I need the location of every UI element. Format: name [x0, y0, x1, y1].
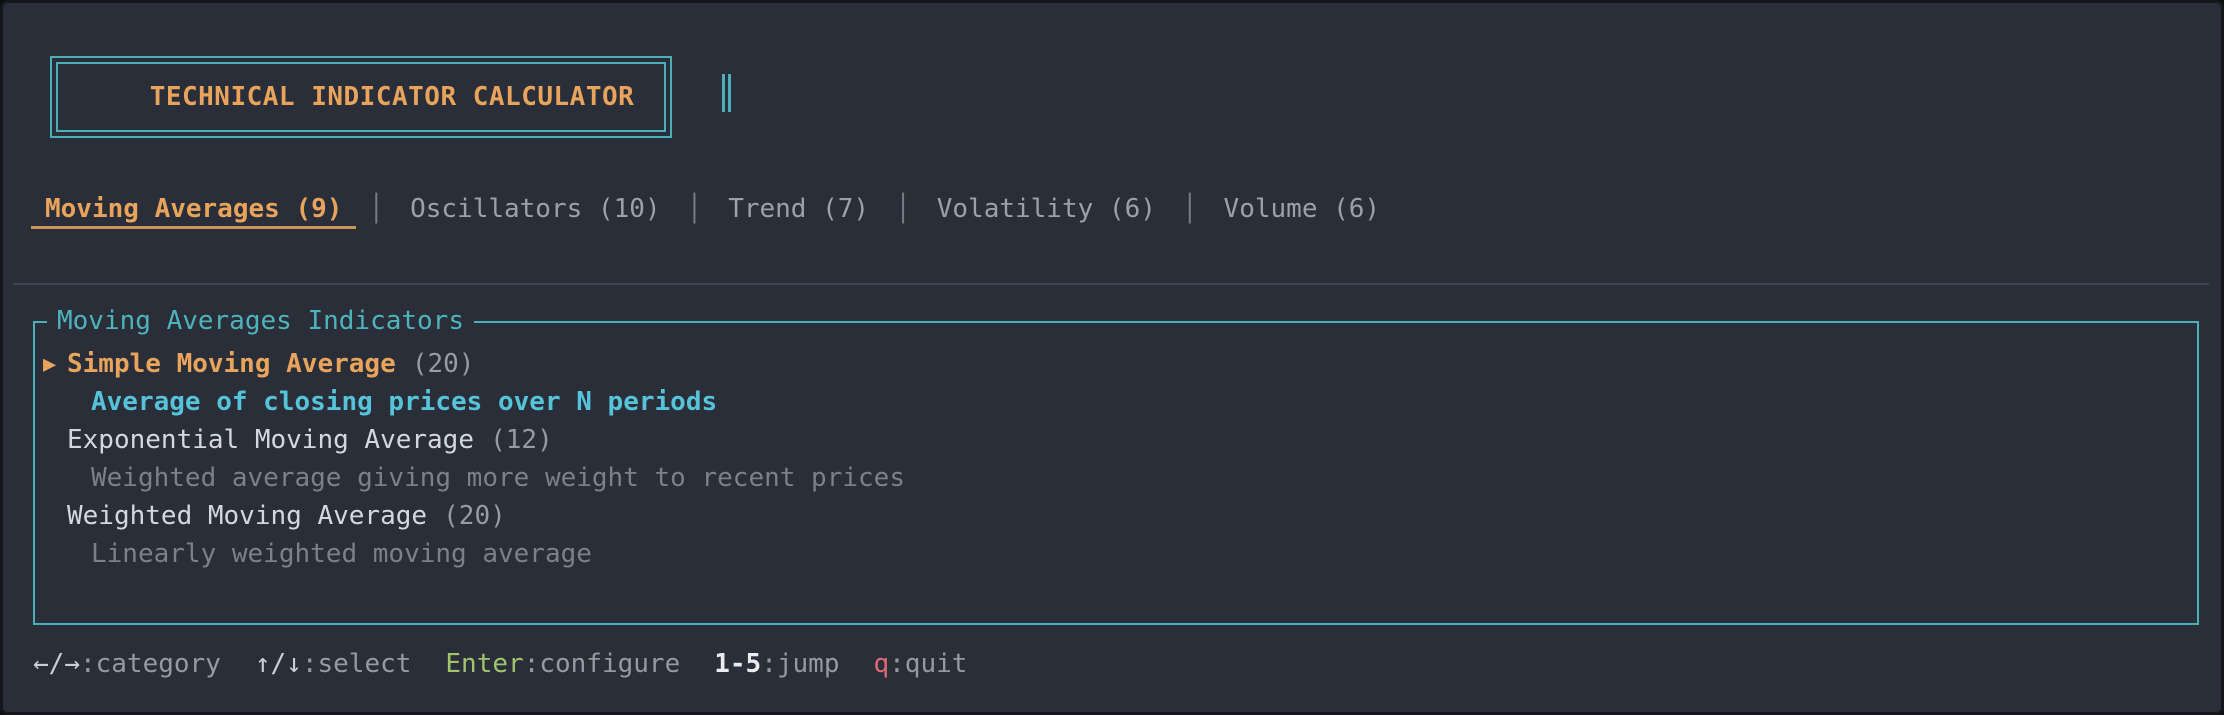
shortcut-key: ↑/↓ [254, 649, 302, 679]
shortcut-jump: 1-5:jump [714, 649, 839, 679]
tab-separator: │ [895, 194, 911, 224]
indicator-name: Simple Moving Average [67, 349, 396, 379]
tab-separator: │ [368, 194, 385, 224]
panel-title: Moving Averages Indicators [47, 306, 474, 336]
category-tabs: Moving Averages (9) │ Oscillators (10) │… [30, 194, 1381, 229]
app-title-box: TECHNICAL INDICATOR CALCULATOR [50, 56, 672, 138]
app-title-box-inner: TECHNICAL INDICATOR CALCULATOR [56, 62, 666, 132]
shortcut-label: :configure [523, 649, 681, 679]
app-title: TECHNICAL INDICATOR CALCULATOR [149, 82, 635, 112]
indicator-description: Linearly weighted moving average [91, 539, 592, 569]
tab-volatility[interactable]: Volatility (6) [936, 194, 1156, 224]
tab-volume[interactable]: Volume (6) [1223, 194, 1381, 224]
shortcut-key: ←/→ [33, 649, 80, 679]
shortcut-label: :quit [889, 649, 968, 679]
indicator-item-wma[interactable]: Weighted Moving Average (20) [43, 497, 2197, 535]
shortcut-key: 1-5 [714, 649, 762, 679]
tab-oscillators[interactable]: Oscillators (10) [410, 194, 661, 224]
terminal-cursor [722, 74, 731, 112]
indicator-period: (20) [443, 501, 506, 531]
shortcut-label: :select [301, 649, 412, 679]
indicator-description: Average of closing prices over N periods [91, 387, 718, 417]
shortcut-key: Enter [445, 649, 524, 679]
indicator-name: Exponential Moving Average [67, 425, 474, 455]
tab-trend[interactable]: Trend (7) [728, 194, 870, 224]
tab-moving-averages[interactable]: Moving Averages (9) [30, 194, 357, 229]
selection-arrow-icon: ▶ [43, 351, 57, 377]
shortcut-category: ←/→:category [33, 649, 221, 679]
indicator-item-ema[interactable]: Exponential Moving Average (12) [43, 421, 2197, 459]
shortcut-label: :category [79, 649, 221, 679]
tab-separator: │ [686, 194, 703, 224]
indicator-period: (12) [490, 425, 553, 455]
shortcut-configure: Enter:configure [445, 649, 680, 679]
indicator-name: Weighted Moving Average [67, 501, 428, 531]
indicator-item-sma[interactable]: ▶ Simple Moving Average (20) [43, 345, 2197, 383]
shortcut-key: q [873, 649, 890, 679]
tab-separator: │ [1181, 194, 1198, 224]
shortcut-label: :jump [761, 649, 840, 679]
indicator-list: ▶ Simple Moving Average (20) Average of … [35, 323, 2197, 573]
header-divider [13, 283, 2209, 285]
shortcut-bar: ←/→:category ↑/↓:select Enter:configure … [33, 649, 967, 679]
indicator-period: (20) [411, 349, 475, 379]
indicator-description: Weighted average giving more weight to r… [91, 463, 905, 493]
shortcut-quit: q:quit [873, 649, 967, 679]
indicators-panel: Moving Averages Indicators ▶ Simple Movi… [33, 306, 2199, 625]
shortcut-select: ↑/↓:select [255, 649, 412, 679]
